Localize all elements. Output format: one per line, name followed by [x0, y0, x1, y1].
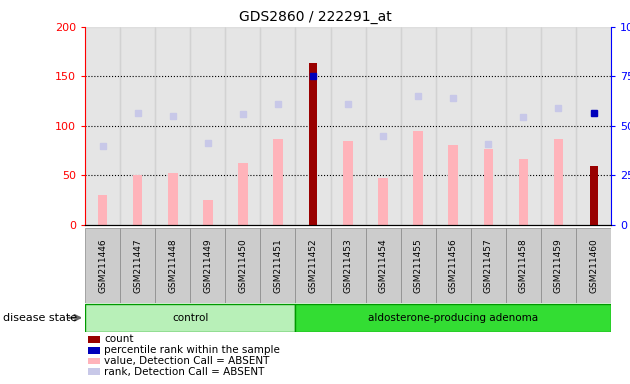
Text: GSM211458: GSM211458: [519, 238, 528, 293]
Text: GSM211460: GSM211460: [589, 238, 598, 293]
Bar: [190, 27, 226, 225]
Bar: [365, 27, 401, 225]
Bar: [343, 141, 353, 225]
Bar: [238, 163, 248, 225]
Text: GSM211449: GSM211449: [203, 238, 212, 293]
Bar: [413, 131, 423, 225]
Bar: [295, 304, 611, 331]
Text: GDS2860 / 222291_at: GDS2860 / 222291_at: [239, 10, 391, 23]
Bar: [518, 159, 528, 225]
Text: GSM211447: GSM211447: [133, 238, 142, 293]
Bar: [190, 228, 226, 303]
Bar: [85, 27, 120, 225]
Bar: [226, 228, 260, 303]
Bar: [168, 173, 178, 225]
Bar: [379, 178, 388, 225]
Text: count: count: [104, 334, 134, 344]
Bar: [331, 228, 365, 303]
Bar: [133, 175, 142, 225]
Text: GSM211456: GSM211456: [449, 238, 458, 293]
Text: disease state: disease state: [3, 313, 77, 323]
Bar: [260, 228, 295, 303]
Text: GSM211446: GSM211446: [98, 238, 107, 293]
Bar: [309, 63, 317, 225]
Bar: [85, 304, 295, 331]
Text: rank, Detection Call = ABSENT: rank, Detection Call = ABSENT: [104, 367, 265, 377]
Bar: [155, 27, 190, 225]
Text: aldosterone-producing adenoma: aldosterone-producing adenoma: [368, 313, 539, 323]
Bar: [295, 228, 331, 303]
Text: GSM211454: GSM211454: [379, 238, 387, 293]
Bar: [155, 228, 190, 303]
Bar: [506, 27, 541, 225]
Bar: [590, 166, 597, 225]
Bar: [226, 27, 260, 225]
Bar: [98, 195, 107, 225]
Text: GSM211457: GSM211457: [484, 238, 493, 293]
Bar: [506, 228, 541, 303]
Bar: [576, 27, 611, 225]
Text: GSM211450: GSM211450: [238, 238, 248, 293]
Bar: [273, 139, 283, 225]
Bar: [541, 27, 576, 225]
Text: GSM211448: GSM211448: [168, 238, 177, 293]
Bar: [295, 27, 331, 225]
Bar: [85, 228, 120, 303]
Bar: [576, 228, 611, 303]
Bar: [401, 27, 436, 225]
Text: GSM211451: GSM211451: [273, 238, 282, 293]
Bar: [203, 200, 212, 225]
Text: GSM211453: GSM211453: [343, 238, 353, 293]
Text: percentile rank within the sample: percentile rank within the sample: [104, 345, 280, 355]
Bar: [436, 228, 471, 303]
Text: GSM211459: GSM211459: [554, 238, 563, 293]
Bar: [541, 228, 576, 303]
Bar: [120, 27, 155, 225]
Text: value, Detection Call = ABSENT: value, Detection Call = ABSENT: [104, 356, 270, 366]
Bar: [554, 139, 563, 225]
Bar: [401, 228, 436, 303]
Text: control: control: [172, 313, 209, 323]
Bar: [471, 228, 506, 303]
Bar: [331, 27, 365, 225]
Text: GSM211452: GSM211452: [309, 238, 318, 293]
Bar: [449, 144, 458, 225]
Bar: [436, 27, 471, 225]
Bar: [260, 27, 295, 225]
Text: GSM211455: GSM211455: [414, 238, 423, 293]
Bar: [120, 228, 155, 303]
Bar: [365, 228, 401, 303]
Bar: [484, 149, 493, 225]
Bar: [471, 27, 506, 225]
